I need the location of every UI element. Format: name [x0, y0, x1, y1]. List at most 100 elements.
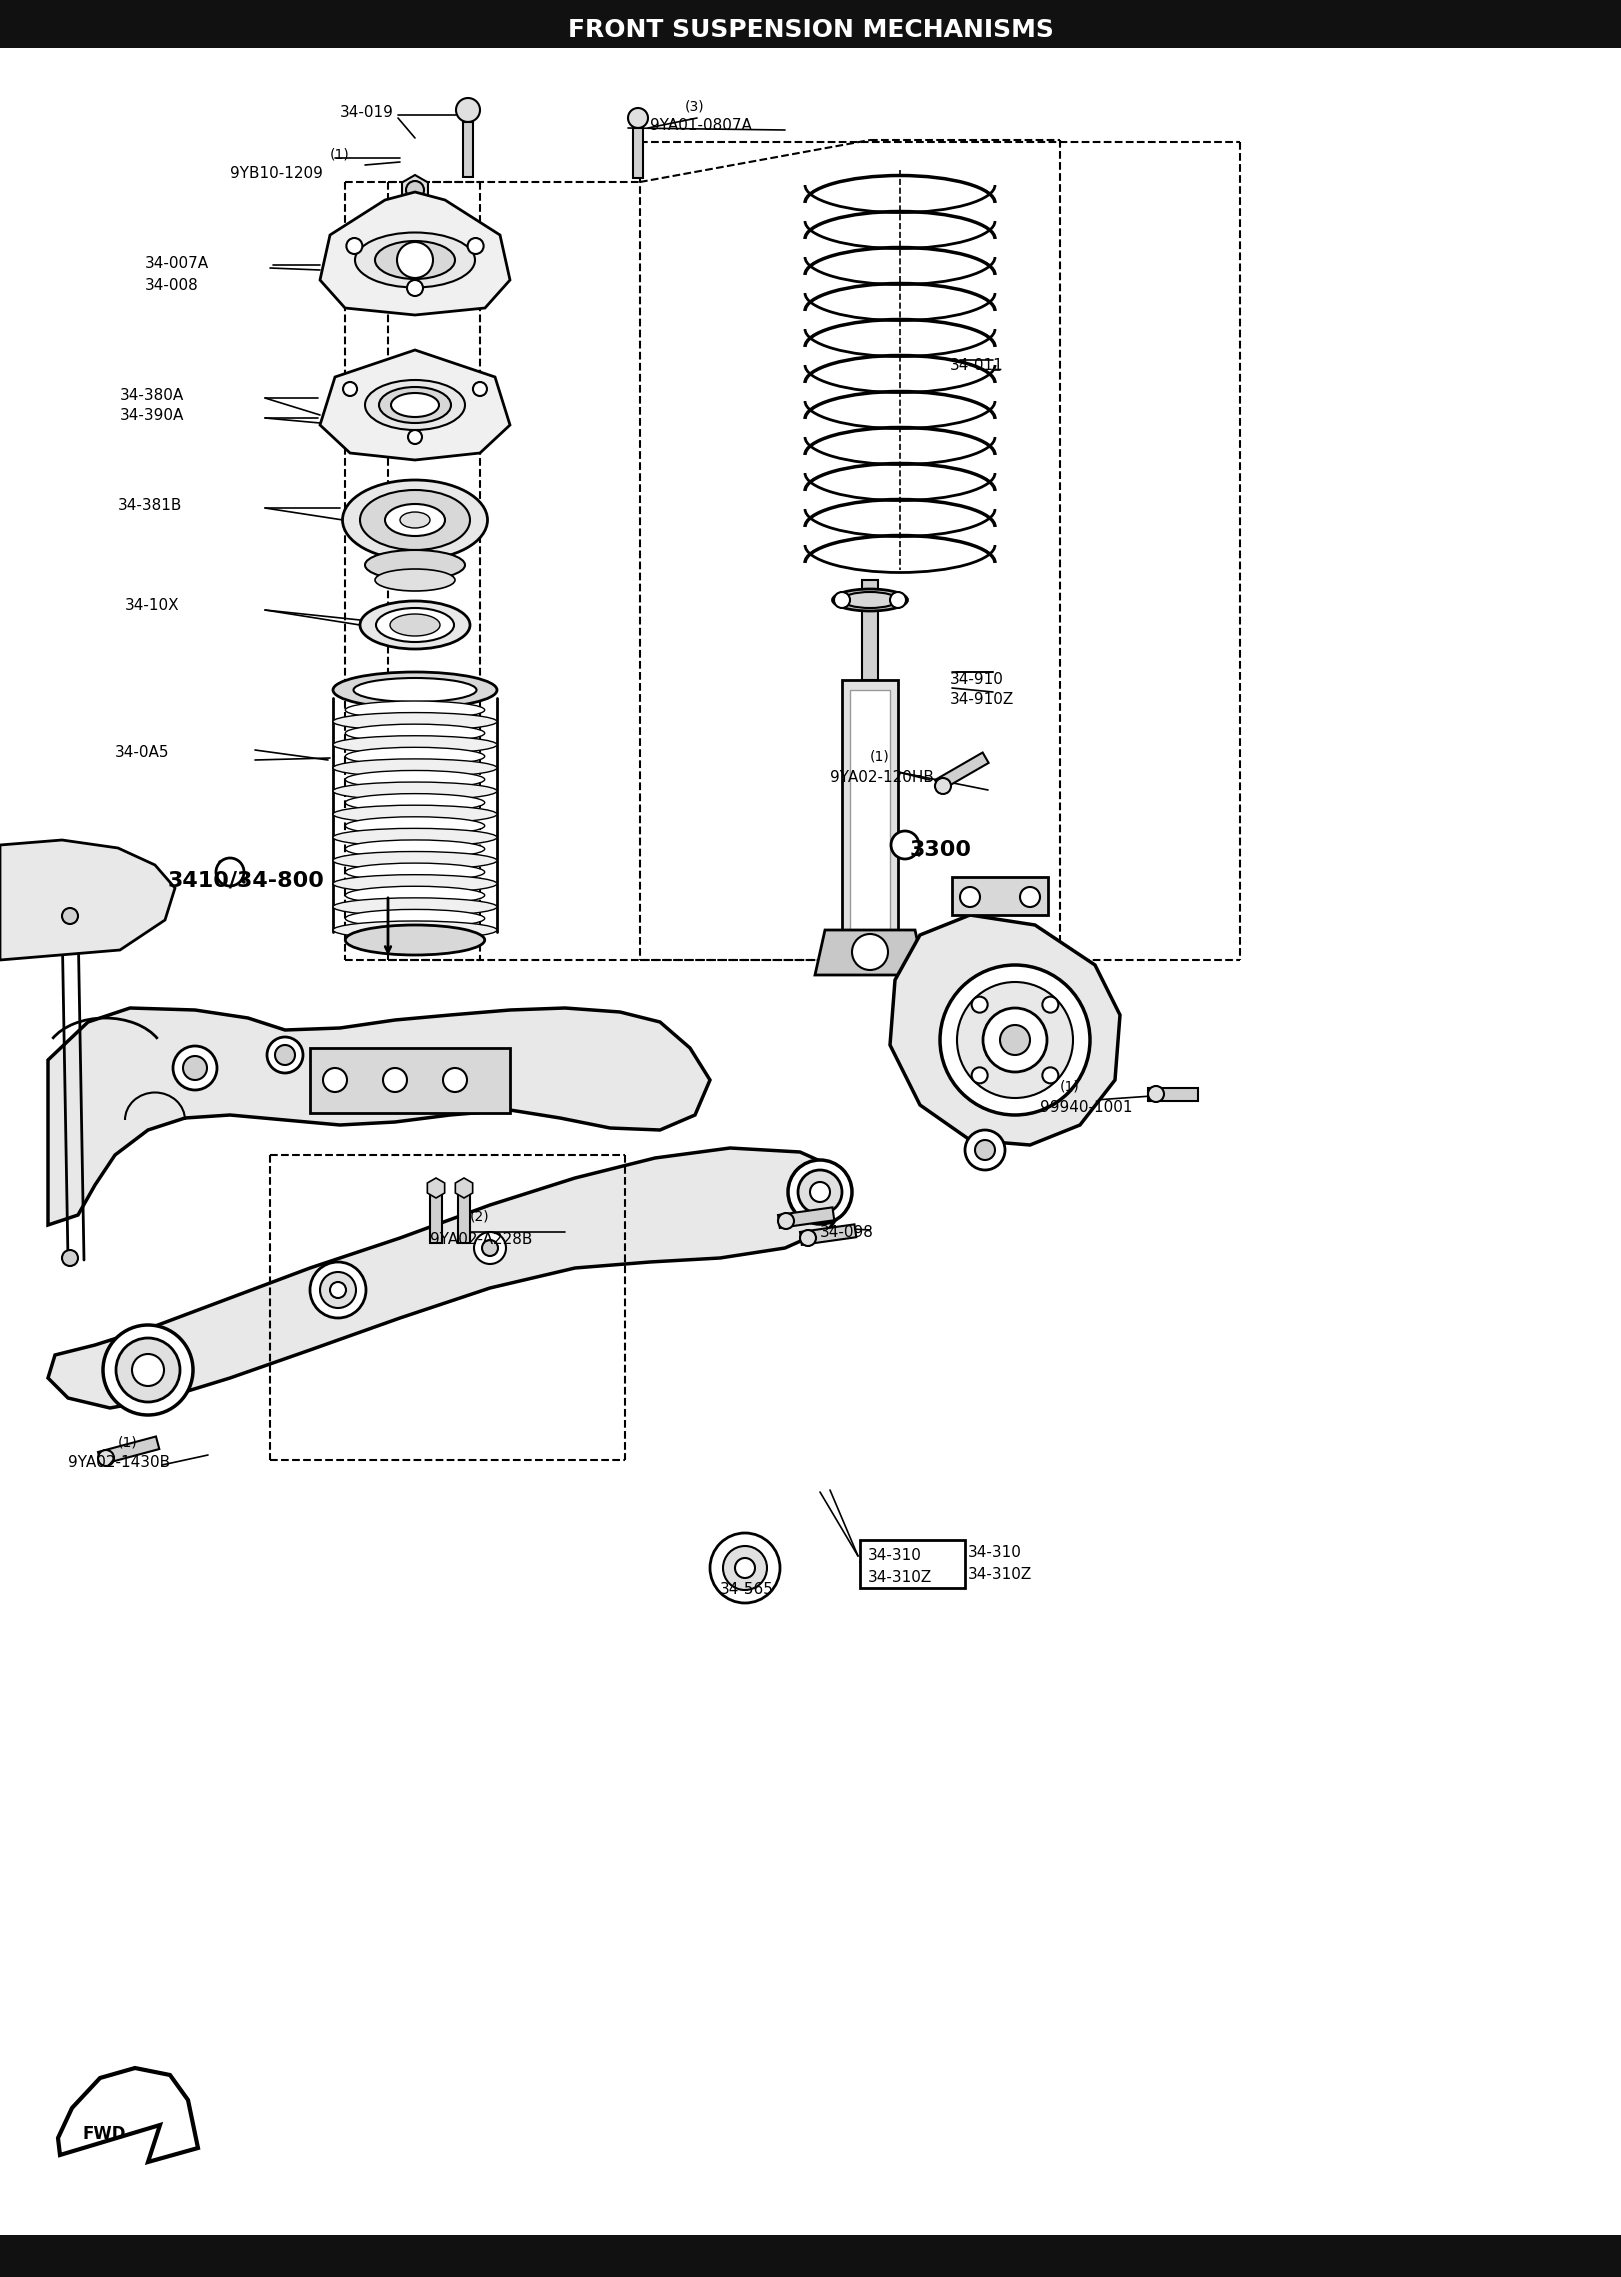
Ellipse shape	[400, 512, 430, 528]
Circle shape	[810, 1182, 830, 1202]
Ellipse shape	[833, 590, 908, 610]
Polygon shape	[402, 175, 428, 205]
Text: 34-910: 34-910	[950, 672, 1003, 688]
Circle shape	[456, 98, 480, 123]
Polygon shape	[890, 915, 1120, 1145]
Bar	[0, 0, 1621, 48]
Bar	[778, 1207, 835, 1227]
Text: (2): (2)	[470, 1209, 490, 1225]
Text: FWD: FWD	[83, 2124, 125, 2143]
Text: 34-098: 34-098	[820, 1225, 874, 1241]
Circle shape	[344, 383, 357, 396]
Text: 34-007A: 34-007A	[144, 255, 209, 271]
Polygon shape	[58, 2068, 198, 2161]
Bar	[464, 123, 473, 178]
Ellipse shape	[332, 806, 498, 824]
Ellipse shape	[345, 886, 485, 904]
Circle shape	[397, 241, 433, 278]
Bar	[310, 1047, 511, 1113]
Text: 34-019: 34-019	[340, 105, 394, 121]
Circle shape	[383, 1068, 407, 1093]
Circle shape	[473, 383, 486, 396]
Text: 99940-1001: 99940-1001	[1041, 1100, 1133, 1116]
Circle shape	[104, 1325, 193, 1414]
Text: 3410/34-800: 3410/34-800	[169, 870, 324, 890]
Polygon shape	[428, 1177, 444, 1198]
Circle shape	[267, 1036, 303, 1072]
Ellipse shape	[365, 380, 465, 430]
Ellipse shape	[332, 781, 498, 799]
Ellipse shape	[332, 672, 498, 708]
Ellipse shape	[405, 237, 425, 244]
Polygon shape	[319, 351, 511, 460]
Text: 34-10X: 34-10X	[125, 599, 180, 613]
Ellipse shape	[374, 241, 456, 280]
Circle shape	[1000, 1025, 1029, 1054]
Ellipse shape	[843, 592, 898, 608]
Circle shape	[319, 1273, 357, 1307]
Circle shape	[443, 1068, 467, 1093]
Circle shape	[964, 1129, 1005, 1170]
Circle shape	[892, 831, 919, 858]
Circle shape	[788, 1159, 853, 1225]
Bar	[632, 128, 644, 178]
Text: 34-008: 34-008	[144, 278, 199, 294]
Circle shape	[310, 1261, 366, 1318]
Circle shape	[935, 779, 952, 795]
Ellipse shape	[332, 874, 498, 893]
Text: 34-310Z: 34-310Z	[968, 1567, 1033, 1583]
Bar	[841, 681, 898, 961]
Text: (3): (3)	[686, 100, 705, 114]
Circle shape	[97, 1450, 113, 1466]
Circle shape	[473, 1232, 506, 1264]
Ellipse shape	[345, 795, 485, 811]
Circle shape	[216, 858, 245, 886]
Circle shape	[62, 1250, 78, 1266]
Ellipse shape	[345, 909, 485, 927]
Text: 9YB10-1209: 9YB10-1209	[230, 166, 323, 180]
Ellipse shape	[332, 829, 498, 847]
Ellipse shape	[332, 852, 498, 870]
Polygon shape	[49, 1009, 710, 1225]
Circle shape	[798, 1170, 841, 1214]
Circle shape	[467, 239, 483, 255]
Circle shape	[627, 107, 648, 128]
Ellipse shape	[345, 747, 485, 765]
Circle shape	[131, 1355, 164, 1387]
Circle shape	[801, 1230, 815, 1246]
Text: 34-380A: 34-380A	[120, 387, 185, 403]
Text: 34-910Z: 34-910Z	[950, 692, 1015, 706]
Polygon shape	[49, 1148, 848, 1407]
Circle shape	[331, 1282, 345, 1298]
Circle shape	[956, 981, 1073, 1098]
Circle shape	[481, 1241, 498, 1257]
Text: FRONT SUSPENSION MECHANISMS: FRONT SUSPENSION MECHANISMS	[567, 18, 1054, 41]
Ellipse shape	[386, 503, 446, 535]
Circle shape	[778, 1214, 794, 1230]
Bar	[459, 1189, 470, 1243]
Circle shape	[723, 1546, 767, 1589]
Circle shape	[347, 239, 363, 255]
Circle shape	[62, 909, 78, 924]
Ellipse shape	[391, 394, 439, 417]
Bar	[849, 690, 890, 950]
Circle shape	[974, 1141, 995, 1159]
Ellipse shape	[379, 387, 451, 424]
Bar	[935, 751, 989, 790]
Text: (1): (1)	[870, 749, 890, 765]
Circle shape	[960, 888, 981, 906]
Polygon shape	[319, 191, 511, 314]
Ellipse shape	[345, 701, 485, 720]
Ellipse shape	[332, 713, 498, 731]
Circle shape	[407, 280, 423, 296]
Ellipse shape	[360, 490, 470, 551]
Ellipse shape	[345, 840, 485, 858]
Circle shape	[323, 1068, 347, 1093]
Ellipse shape	[355, 232, 475, 287]
Circle shape	[940, 965, 1089, 1116]
Ellipse shape	[345, 863, 485, 881]
Circle shape	[982, 1009, 1047, 1072]
Text: 34-310: 34-310	[867, 1548, 922, 1562]
Bar	[0, 2236, 1621, 2277]
Text: 9YA02-1430B: 9YA02-1430B	[68, 1455, 170, 1471]
